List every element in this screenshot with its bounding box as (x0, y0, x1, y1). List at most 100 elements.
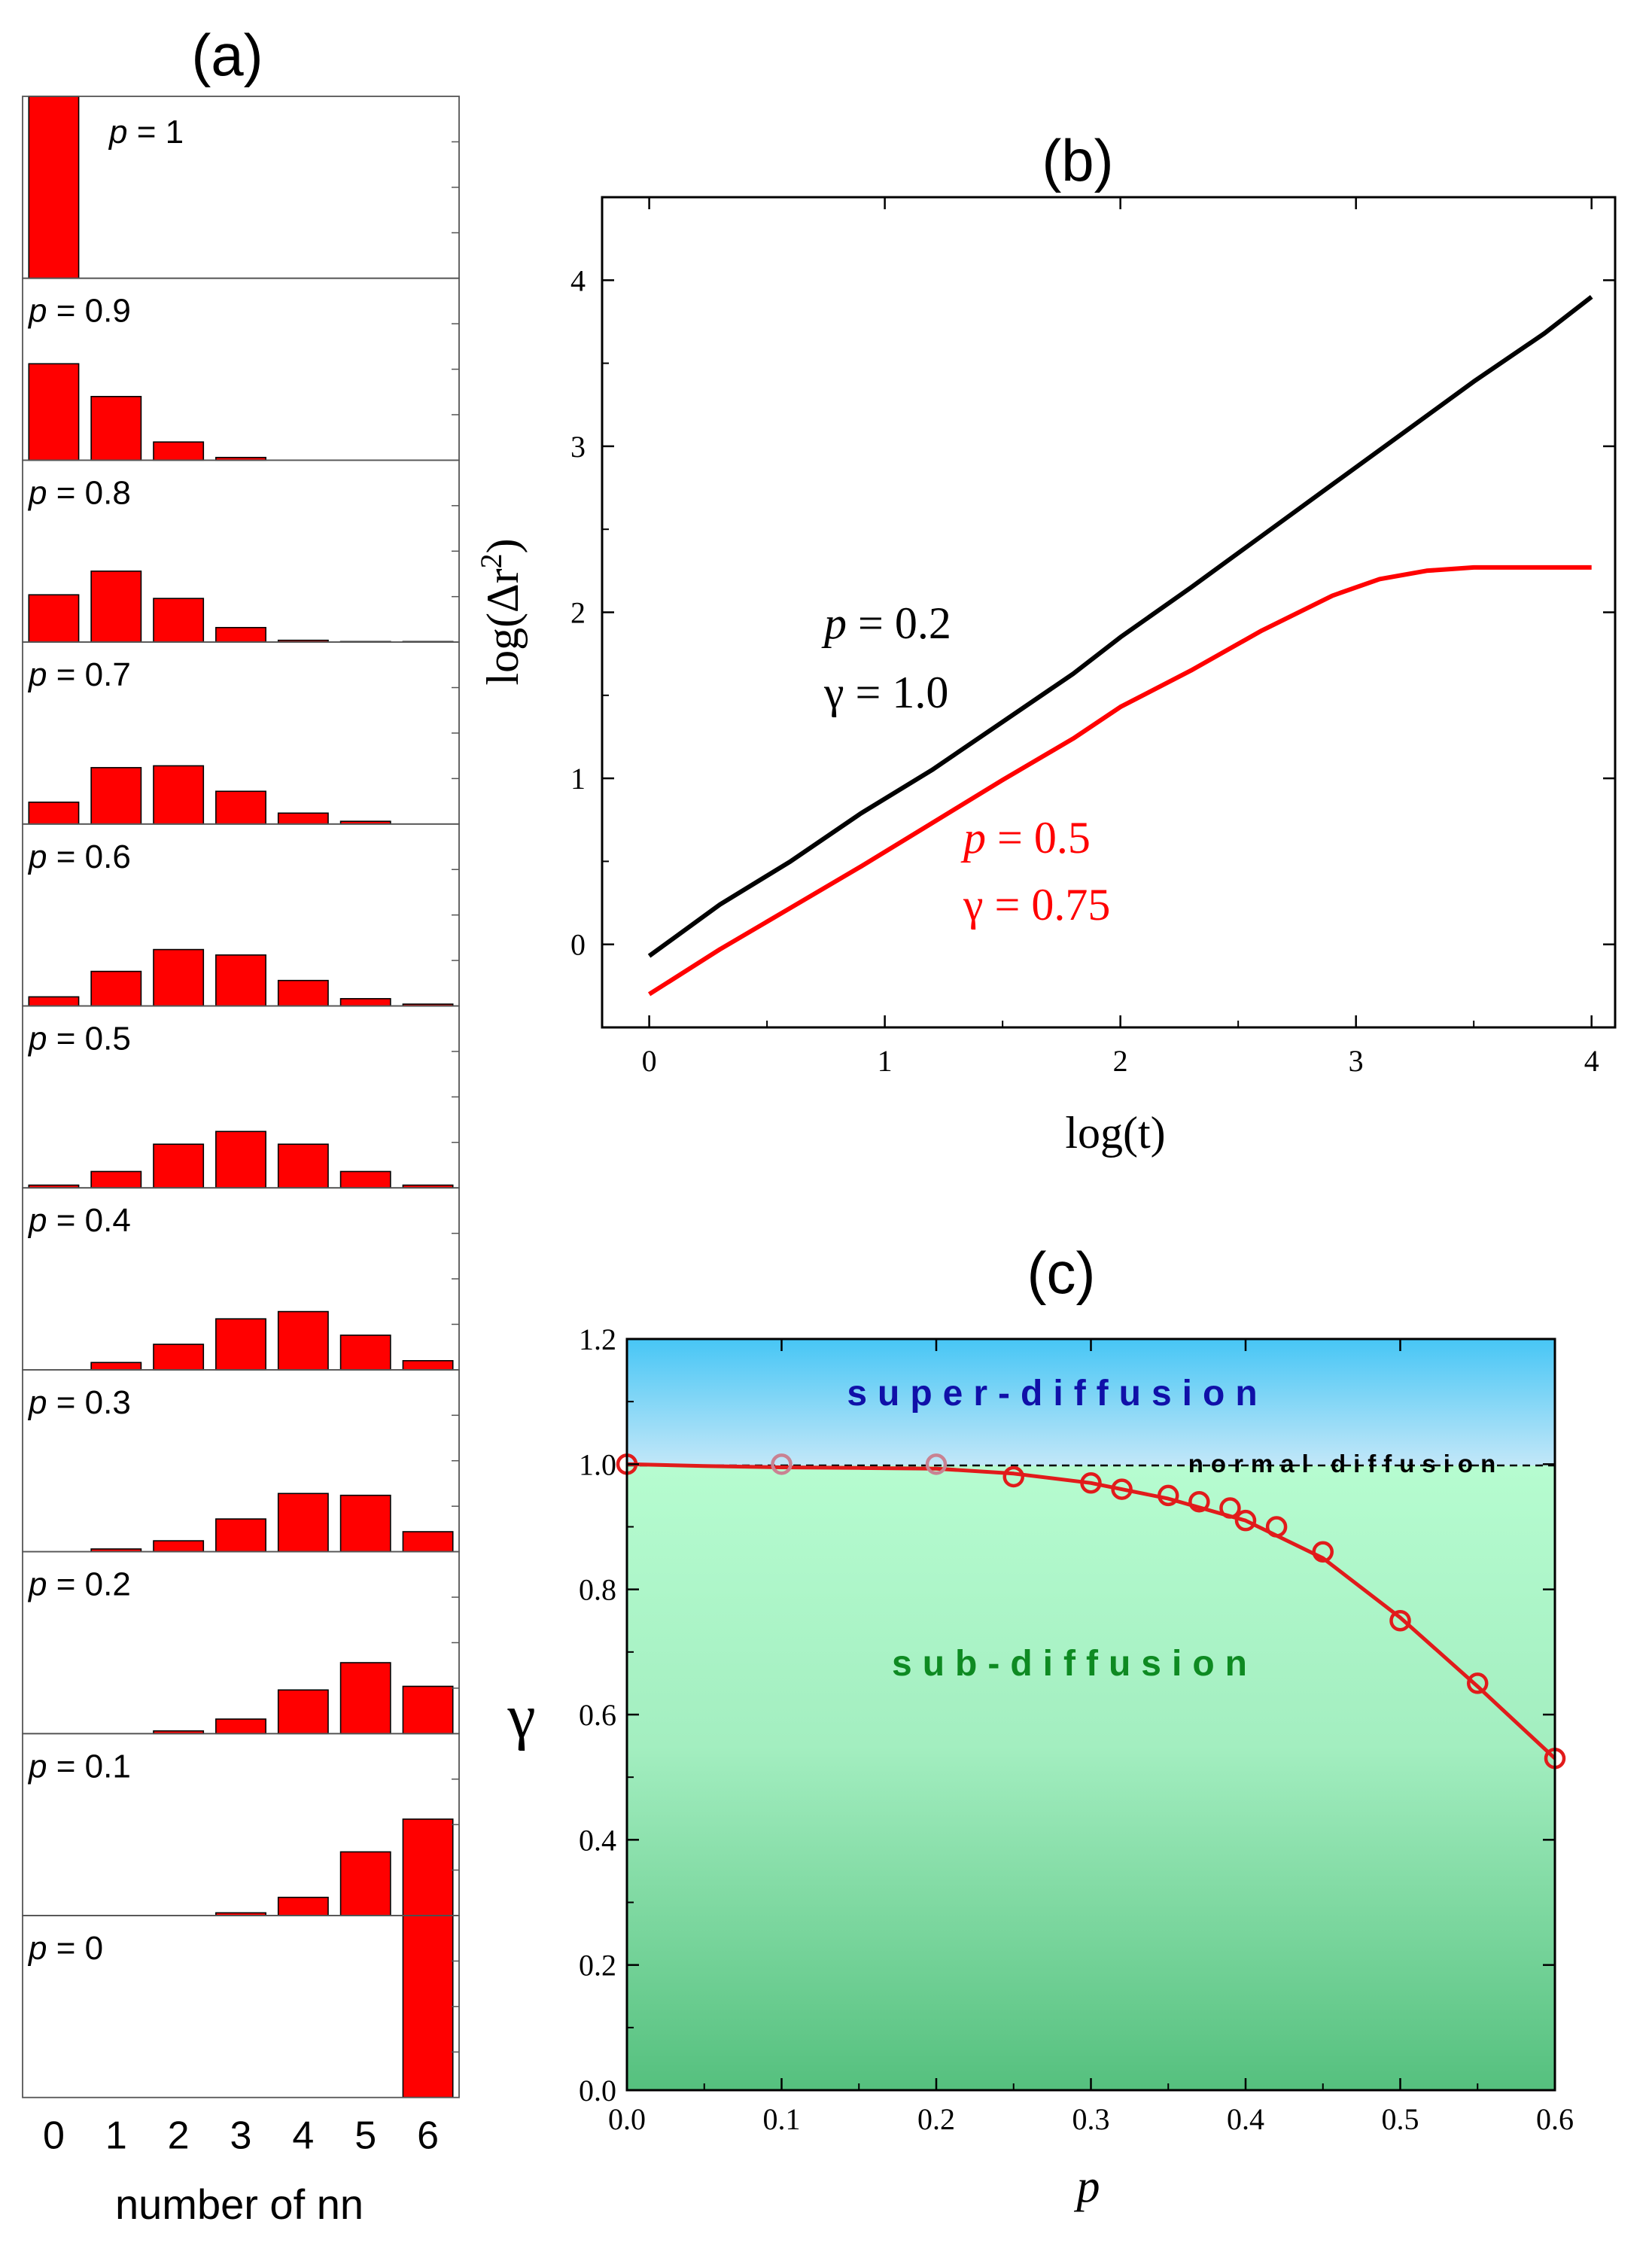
panel-b-x-axis-label: log(t) (1065, 1108, 1165, 1158)
panel-a-title: (a) (191, 22, 263, 88)
super-diffusion-label: super-diffusion (847, 1374, 1267, 1414)
histogram-p-0-3: p = 0.3 (22, 1369, 460, 1553)
panel-a-x-tick-label: 0 (43, 2114, 65, 2158)
histogram-bar (90, 767, 142, 825)
panel-b-y-tick-label: 1 (570, 762, 586, 796)
panel-b-x-tick-label: 3 (1349, 1044, 1364, 1078)
data-point (1188, 1490, 1210, 1513)
panel-b-y-tick-label: 4 (570, 263, 586, 297)
histogram-p-0-6: p = 0.6 (22, 823, 460, 1007)
histogram-bar (153, 948, 205, 1007)
histogram-p-0-2: p = 0.2 (22, 1551, 460, 1735)
histogram-bar (153, 1143, 205, 1189)
histogram-bar (153, 441, 205, 461)
panel-b-x-tick-label: 0 (642, 1044, 657, 1078)
histogram-label: p = 0.7 (27, 656, 131, 693)
histogram-bar (28, 996, 80, 1007)
panel-c-x-tick-label: 0.5 (1382, 2102, 1419, 2136)
panel-c-y-tick-label: 0.2 (579, 1949, 616, 1983)
histogram-bar (90, 1362, 142, 1371)
sub-diffusion-label: sub-diffusion (892, 1644, 1258, 1684)
histogram-bar (90, 571, 142, 643)
panel-c-y-tick-label: 0.6 (579, 1698, 616, 1732)
histogram-bar (28, 363, 80, 461)
histogram-bar (402, 1360, 454, 1371)
histogram-bar (402, 1818, 454, 1916)
histogram-label: p = 0.2 (27, 1566, 131, 1603)
histogram-label: p = 0.1 (27, 1748, 131, 1785)
histogram-frame (22, 96, 460, 279)
data-point (1111, 1478, 1133, 1500)
data-point (1080, 1472, 1102, 1494)
panel-c-gamma-plot: (c) super-diffusion normal diffusion sub… (507, 1240, 1574, 2212)
histogram-label: p = 0.3 (27, 1384, 131, 1421)
histogram-bar (153, 1540, 205, 1553)
histogram-bar (402, 1531, 454, 1553)
histogram-p-0-4: p = 0.4 (22, 1187, 460, 1371)
panel-b-y-tick-label: 0 (570, 928, 586, 962)
histogram-bar (215, 790, 266, 825)
data-point (1312, 1541, 1334, 1563)
panel-c-x-tick-label: 0.2 (917, 2102, 955, 2136)
panel-b-y-axis-label: log(Δr2) (474, 538, 528, 685)
panel-b-y-tick-label: 2 (570, 596, 586, 630)
panel-c-x-tick-label: 0.6 (1536, 2102, 1574, 2136)
histogram-bar (277, 1143, 329, 1189)
histogram-bar (277, 812, 329, 825)
histogram-bar (339, 1662, 391, 1735)
histogram-bar (215, 954, 266, 1007)
histogram-bar (402, 1915, 454, 2098)
data-point (1219, 1497, 1241, 1519)
fit-curve (626, 1462, 1556, 1761)
histogram-bar (215, 1131, 266, 1188)
panel-b-x-tick-label: 1 (878, 1044, 893, 1078)
panel-a-x-tick-label: 4 (292, 2114, 314, 2158)
data-point (1158, 1484, 1179, 1507)
data-point (771, 1453, 793, 1475)
histogram-label: p = 0 (27, 1930, 103, 1967)
series-line-p-0-2 (647, 295, 1593, 958)
histogram-p-0-9: p = 0.9 (22, 277, 460, 461)
panel-a-x-tick-label: 1 (105, 2114, 127, 2158)
annotation-black-p: p = 0.2 (821, 598, 951, 648)
normal-diffusion-label: normal diffusion (1188, 1450, 1504, 1477)
panel-a-x-tick-label: 6 (417, 2114, 439, 2158)
panel-b-title: (b) (1042, 127, 1113, 193)
histogram-bar (277, 1689, 329, 1735)
histogram-bar (153, 1344, 205, 1371)
panel-b-msd-plot: (b) 0 1 2 3 4 0 1 2 3 4 log(t) log(Δr2) p = 0.2 γ… (474, 127, 1617, 1158)
data-point (1265, 1516, 1288, 1538)
histogram-bar (28, 801, 80, 825)
panel-b-x-tick-label: 2 (1113, 1044, 1128, 1078)
panel-c-title: (c) (1027, 1240, 1096, 1306)
histogram-p-0-5: p = 0.5 (22, 1005, 460, 1189)
histogram-bar (277, 1897, 329, 1916)
super-diffusion-region (627, 1339, 1555, 1465)
histogram-bar (153, 598, 205, 643)
histogram-bar (90, 396, 142, 461)
panel-c-x-tick-label: 0.0 (608, 2102, 646, 2136)
panel-c-y-tick-label: 0.4 (579, 1823, 616, 1857)
panel-c-x-tick-label: 0.1 (763, 2102, 801, 2136)
histogram-bar (215, 1718, 266, 1735)
panel-c-y-axis-label: γ (507, 1681, 535, 1751)
annotation-red-p: p = 0.5 (960, 813, 1091, 863)
panel-a-x-tick-label: 2 (168, 2114, 190, 2158)
histogram-label: p = 0.8 (27, 474, 131, 511)
panel-b-y-tick-label: 3 (570, 430, 586, 464)
panel-c-y-tick-label: 1.2 (579, 1322, 616, 1356)
histogram-bar (215, 1518, 266, 1553)
panel-b-x-tick-label: 4 (1584, 1044, 1599, 1078)
histogram-bar (339, 998, 391, 1007)
histogram-bar (277, 1310, 329, 1371)
histogram-bar (277, 1493, 329, 1553)
annotation-red: p = 0.5 γ = 0.75 (960, 813, 1110, 930)
panel-c-y-tick-label: 0.8 (579, 1573, 616, 1607)
histogram-label: p = 0.9 (27, 293, 131, 330)
histogram-bar (402, 1685, 454, 1735)
panel-c-x-axis-label: p (1074, 2161, 1100, 2212)
histogram-p-0-1: p = 0.1 (22, 1733, 460, 1916)
histogram-bar (339, 1170, 391, 1189)
annotation-red-gamma: γ = 0.75 (963, 880, 1110, 930)
